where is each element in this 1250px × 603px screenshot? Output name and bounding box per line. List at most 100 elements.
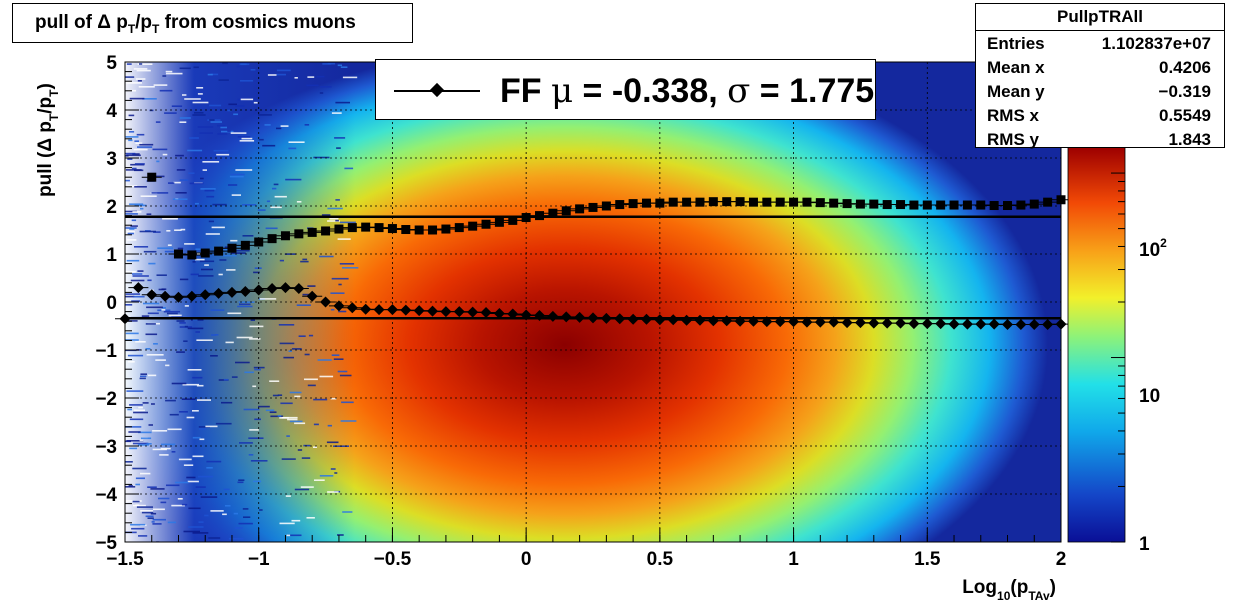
noise-streak [135, 341, 146, 343]
noise-streak [253, 271, 260, 274]
noise-streak [176, 351, 185, 353]
noise-streak [125, 136, 139, 138]
stats-box: PullpTRAll Entries 1.102837e+07 Mean x 0.4… [975, 3, 1225, 149]
noise-streak [288, 350, 292, 352]
noise-streak [217, 124, 226, 127]
noise-streak [192, 376, 203, 379]
noise-streak [131, 300, 141, 302]
data-point-square [428, 225, 438, 235]
noise-streak [125, 213, 138, 215]
data-point-diamond [774, 316, 786, 328]
data-point-square [936, 200, 946, 210]
noise-streak [302, 293, 314, 296]
noise-streak [186, 416, 195, 419]
noise-streak [211, 334, 216, 336]
noise-streak [276, 69, 291, 72]
noise-streak [209, 119, 215, 121]
noise-streak [131, 527, 145, 530]
noise-streak [339, 374, 352, 377]
noise-streak [172, 198, 188, 200]
noise-streak [333, 358, 344, 360]
noise-streak [215, 422, 232, 425]
noise-streak [145, 333, 158, 336]
data-point-diamond [761, 316, 773, 328]
stats-row-entries: Entries 1.102837e+07 [976, 32, 1224, 56]
noise-streak [161, 309, 166, 311]
data-point-square [454, 223, 464, 233]
noise-streak [141, 437, 152, 440]
noise-streak [280, 125, 289, 127]
data-point-square [200, 248, 210, 258]
noise-streak [316, 75, 325, 78]
noise-streak [237, 136, 251, 138]
noise-streak [327, 424, 332, 427]
noise-streak [194, 112, 204, 114]
noise-streak [236, 249, 250, 252]
noise-streak [283, 356, 294, 359]
data-point-square [628, 199, 638, 209]
noise-streak [196, 339, 213, 341]
noise-streak [147, 517, 154, 519]
noise-streak [138, 535, 148, 537]
data-point-square [441, 224, 451, 234]
data-point-square [682, 197, 692, 207]
noise-streak [215, 334, 219, 336]
noise-streak [182, 383, 199, 386]
noise-streak [162, 75, 167, 77]
noise-streak [204, 264, 209, 266]
data-point-diamond [948, 318, 960, 330]
noise-streak [276, 127, 282, 130]
noise-streak [132, 211, 142, 213]
noise-streak [184, 243, 195, 245]
data-point-diamond [159, 290, 171, 302]
noise-streak [192, 410, 199, 412]
noise-streak [227, 312, 242, 315]
noise-streak [183, 530, 200, 533]
noise-streak [319, 86, 332, 88]
noise-streak [176, 320, 185, 322]
noise-streak [200, 177, 204, 180]
noise-streak [313, 398, 328, 401]
noise-streak [132, 295, 145, 298]
noise-streak [134, 204, 147, 207]
y-tick-label: −2 [95, 389, 117, 410]
data-point-square [508, 215, 518, 225]
data-point-diamond [346, 302, 358, 314]
noise-streak [132, 467, 147, 470]
noise-streak [250, 460, 268, 462]
data-point-square [494, 217, 504, 227]
legend-diamond-marker [429, 82, 445, 98]
noise-streak [286, 435, 290, 437]
noise-streak [243, 516, 251, 518]
noise-streak [300, 260, 309, 263]
noise-streak [239, 63, 250, 66]
noise-streak [158, 497, 170, 500]
noise-streak [258, 114, 272, 116]
data-point-square [641, 198, 651, 208]
noise-streak [135, 477, 145, 480]
noise-streak [192, 532, 209, 534]
noise-streak [327, 62, 336, 65]
data-point-square [254, 237, 264, 247]
noise-streak [195, 486, 206, 488]
noise-streak [236, 65, 240, 68]
noise-streak [289, 391, 302, 394]
x-tick-label: 2 [1056, 549, 1067, 570]
noise-streak [167, 428, 182, 431]
noise-streak [125, 76, 135, 78]
noise-streak [230, 239, 238, 242]
noise-streak [238, 522, 253, 525]
noise-streak [231, 194, 241, 196]
data-point-square [588, 202, 598, 212]
noise-streak [128, 114, 135, 117]
noise-streak [125, 486, 136, 488]
noise-streak [269, 411, 277, 413]
noise-streak [338, 310, 347, 313]
data-point-diamond [895, 317, 907, 329]
noise-streak [337, 238, 351, 240]
noise-streak [240, 80, 254, 82]
data-point-square [227, 243, 237, 253]
data-point-square [334, 224, 344, 234]
noise-streak [291, 348, 302, 350]
x-tick-label: −1 [248, 549, 270, 570]
